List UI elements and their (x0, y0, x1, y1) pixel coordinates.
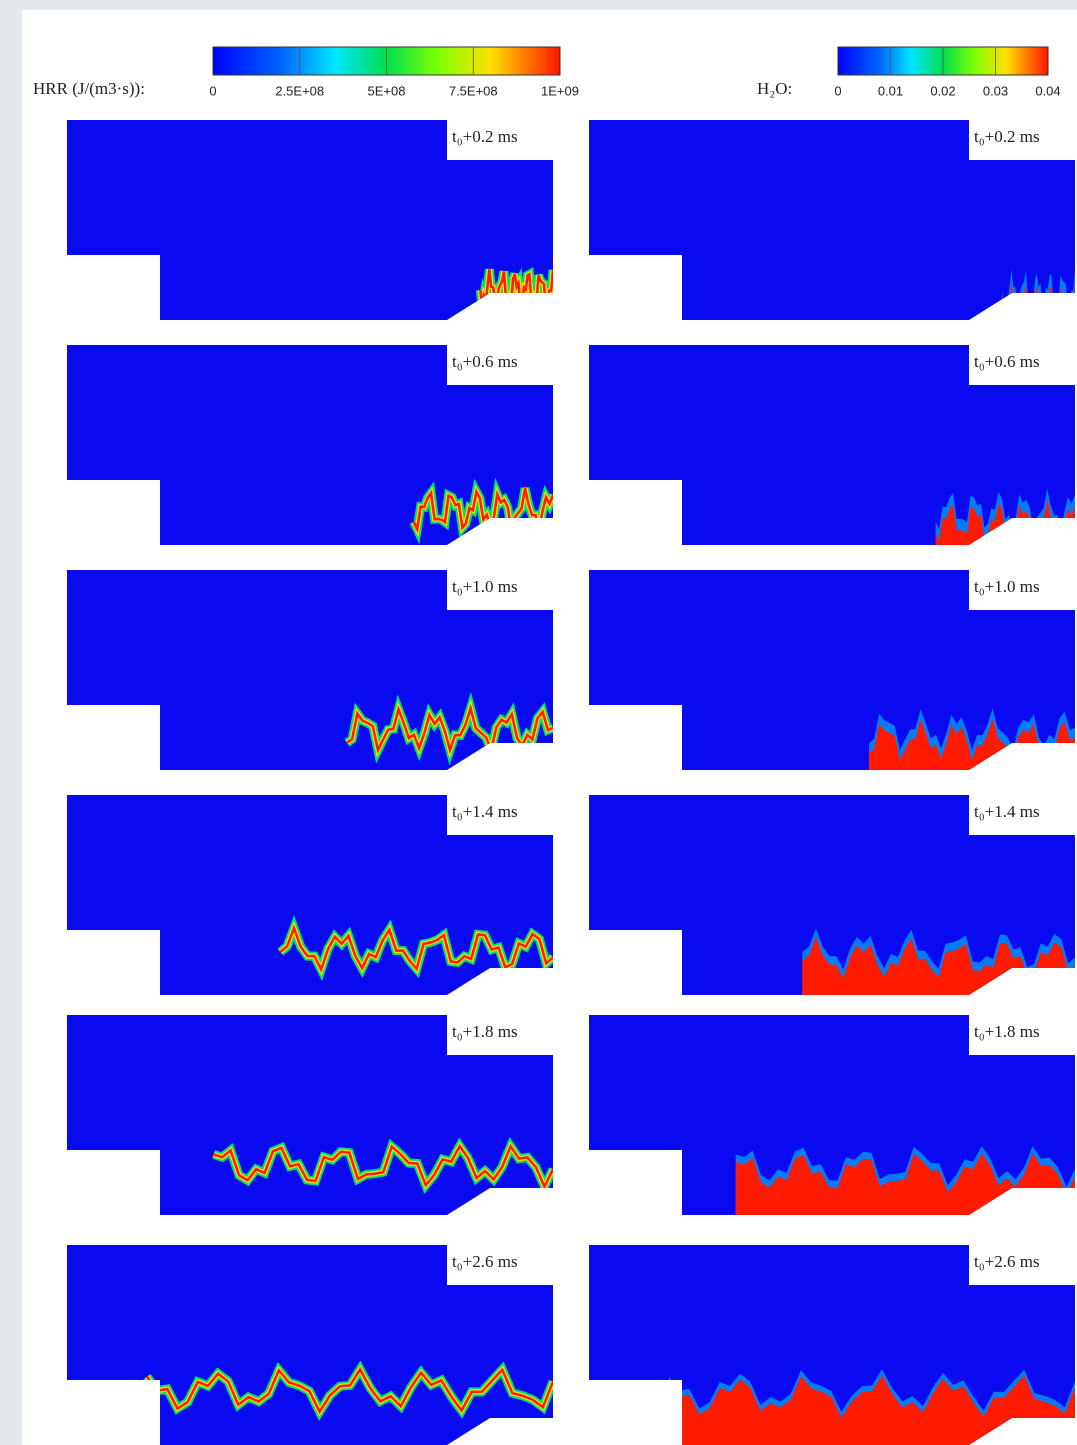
colorbar-tick-label: 0.02 (930, 83, 955, 98)
colorbar-tick-label: 7.5E+08 (449, 83, 498, 98)
colorbar-tick-label: 0 (834, 83, 841, 98)
time-label: t₀+0.2 ms (452, 127, 518, 146)
time-label: t₀+2.6 ms (452, 1252, 518, 1271)
time-label: t₀+2.6 ms (974, 1252, 1040, 1271)
time-label: t₀+1.0 ms (452, 577, 518, 596)
figure: HRR (J/(m3·s)): 0 2.5E+08 5E+08 7.5E+08 1E+09… (0, 0, 1077, 1445)
time-label: t₀+1.0 ms (974, 577, 1040, 596)
colorbar-tick-label: 0.04 (1035, 83, 1060, 98)
time-label: t₀+1.4 ms (974, 802, 1040, 821)
time-label: t₀+1.4 ms (452, 802, 518, 821)
colorbar-tick-label: 0 (209, 83, 216, 98)
page: HRR (J/(m3·s)): 0 2.5E+08 5E+08 7.5E+08 1E+09… (0, 0, 1077, 1445)
time-label: t₀+0.2 ms (974, 127, 1040, 146)
time-label: t₀+0.6 ms (452, 352, 518, 371)
colorbar-label: HRR (J/(m3·s)): (33, 79, 145, 98)
time-label: t₀+0.6 ms (974, 352, 1040, 371)
colorbar-tick-label: 5E+08 (368, 83, 406, 98)
colorbar-tick-label: 0.01 (878, 83, 903, 98)
colorbar-tick-label: 2.5E+08 (275, 83, 324, 98)
colorbar-label: H₂O: (757, 79, 792, 98)
colorbar-tick-label: 1E+09 (541, 83, 579, 98)
time-label: t₀+1.8 ms (452, 1022, 518, 1041)
colorbar-tick-label: 0.03 (983, 83, 1008, 98)
time-label: t₀+1.8 ms (974, 1022, 1040, 1041)
